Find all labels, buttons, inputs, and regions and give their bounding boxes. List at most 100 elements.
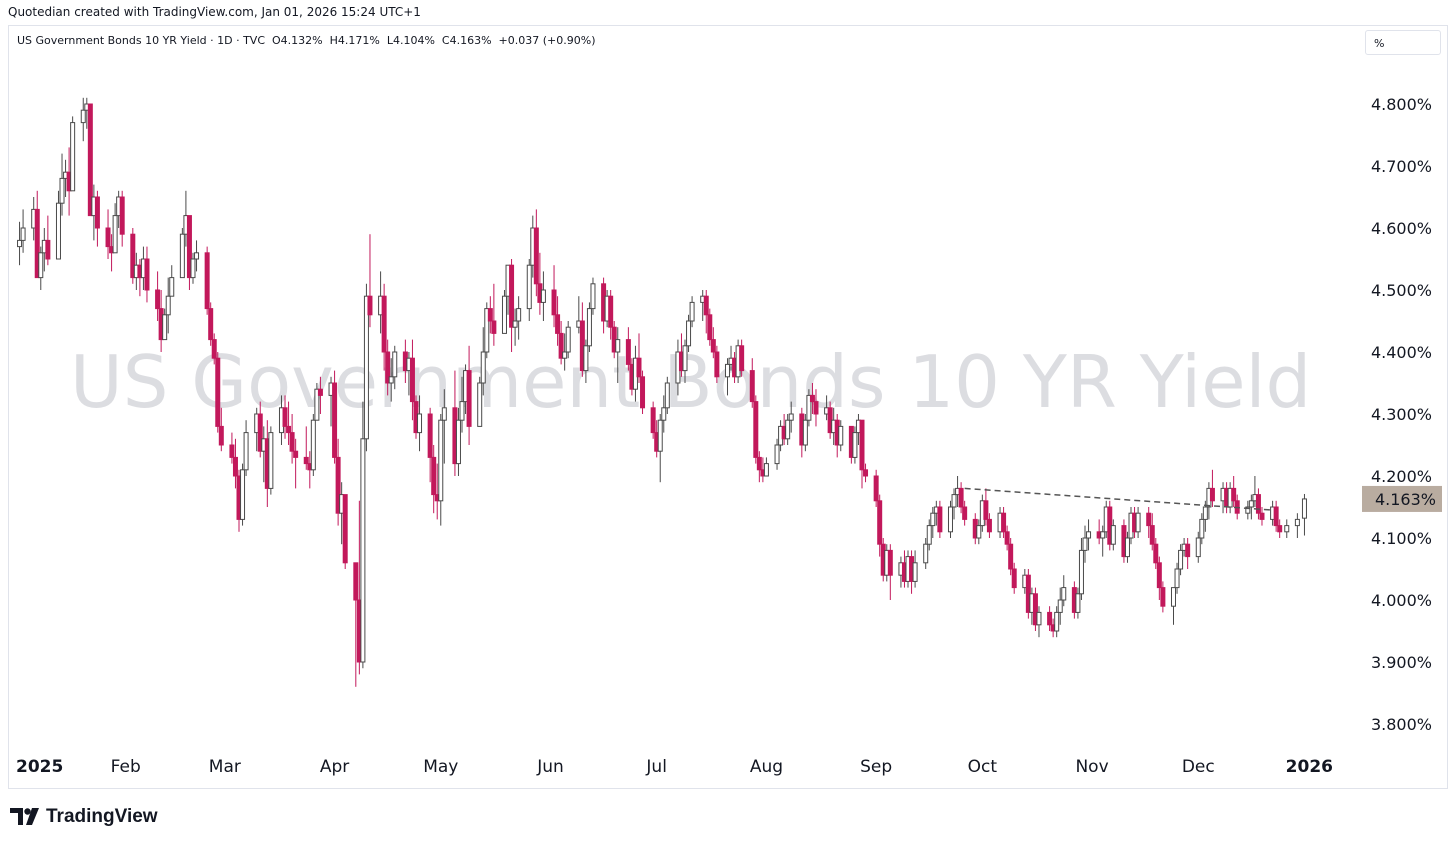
candle-body — [640, 376, 646, 409]
x-tick-label: Sep — [860, 757, 892, 777]
y-tick-label: 4.400% — [1371, 343, 1432, 362]
candle-body — [586, 308, 592, 347]
candle-body — [859, 419, 865, 471]
candle-body — [1110, 525, 1116, 545]
candle-body — [1054, 611, 1060, 632]
candle-body — [1146, 512, 1152, 527]
legend-close: C4.163% — [441, 34, 492, 47]
candle-body — [268, 432, 274, 489]
candle-body — [34, 208, 40, 279]
candle-body — [1124, 537, 1130, 558]
x-tick-label: Jul — [645, 757, 667, 777]
last-price-box — [1362, 485, 1442, 512]
candle-body — [608, 295, 614, 328]
candle-body — [926, 525, 932, 545]
candle-body — [169, 277, 175, 297]
candle-body — [229, 444, 235, 458]
candle-body — [636, 357, 642, 378]
candle-body — [551, 289, 557, 316]
candle-body — [802, 419, 808, 446]
candle-body — [962, 506, 968, 520]
candle-body — [38, 252, 44, 279]
candle-body — [1032, 593, 1038, 626]
candle-body — [887, 549, 893, 576]
scale-unit-button[interactable]: % — [1365, 30, 1441, 55]
x-tick-label: Aug — [750, 757, 783, 777]
candlestick-chart[interactable]: 4.800% 4.700% 4.600% 4.500% 4.400% 4.300% 4.20… — [0, 0, 1456, 800]
candle-body — [1259, 512, 1265, 520]
candle-body — [1008, 543, 1014, 570]
candle-body — [852, 432, 858, 458]
candle-body — [381, 295, 387, 353]
candle-body — [332, 382, 338, 458]
candle-body — [282, 407, 288, 427]
candle-body — [1178, 549, 1184, 570]
candle-body — [1011, 568, 1017, 589]
candle-body — [1301, 498, 1307, 519]
candle-body — [1149, 525, 1155, 545]
candle-body — [625, 339, 631, 365]
candle-body — [208, 308, 214, 341]
candle-body — [590, 283, 596, 310]
candle-body — [218, 425, 224, 446]
candle-body — [215, 357, 221, 427]
y-tick-label: 3.900% — [1371, 653, 1432, 672]
candle-body — [455, 419, 461, 465]
y-tick-label: 3.800% — [1371, 715, 1432, 734]
chart-frame — [8, 25, 1448, 789]
candle-body — [533, 227, 539, 285]
candle-body — [144, 258, 150, 291]
candle-body — [310, 419, 316, 471]
y-tick-label: 4.000% — [1371, 591, 1432, 610]
candle-body — [289, 432, 295, 452]
candle-body — [1277, 525, 1283, 533]
candle-body — [1057, 599, 1063, 613]
x-tick-label: Nov — [1075, 757, 1108, 777]
y-tick-label: 4.600% — [1371, 219, 1432, 238]
candle-body — [1199, 518, 1205, 539]
candle-body — [1086, 531, 1092, 539]
candle-body — [763, 463, 769, 477]
candle-body — [165, 295, 171, 316]
candle-body — [1001, 512, 1007, 533]
candle-body — [1160, 587, 1166, 607]
candle-body — [526, 264, 532, 310]
candle-body — [1036, 611, 1042, 626]
candle-body — [753, 401, 759, 458]
candle-body — [947, 506, 953, 533]
candle-body — [155, 289, 161, 310]
candle-body — [707, 314, 713, 341]
candle-body — [194, 252, 200, 260]
x-tick-label: Dec — [1182, 757, 1215, 777]
candle-body — [70, 122, 76, 192]
candle-body — [20, 227, 26, 241]
candle-body — [1075, 593, 1081, 613]
candle-body — [480, 351, 486, 384]
candle-body — [983, 500, 989, 520]
candle-body — [431, 456, 437, 496]
candle-body — [1248, 500, 1254, 508]
x-tick-label: 2026 — [1286, 757, 1333, 777]
symbol-watermark: US Government Bonds 10 YR Yield — [70, 340, 1312, 424]
candle-body — [923, 543, 929, 564]
candle-body — [756, 456, 762, 471]
candle-body — [1294, 518, 1300, 527]
candle-body — [501, 295, 507, 334]
candle-body — [689, 301, 695, 322]
candle-body — [710, 339, 716, 353]
candle-body — [119, 196, 125, 235]
candle-body — [459, 401, 465, 421]
candle-body — [877, 500, 883, 545]
candle-body — [385, 351, 391, 384]
candle-body — [87, 103, 93, 217]
y-tick-label: 4.800% — [1371, 95, 1432, 114]
candle-body — [1231, 487, 1237, 502]
candle-body — [912, 562, 918, 582]
candle-body — [664, 382, 670, 409]
candle-body — [615, 339, 621, 353]
candle-body — [45, 239, 51, 260]
candle-body — [59, 177, 65, 204]
candle-body — [360, 438, 366, 663]
candle-body — [838, 425, 844, 446]
candle-body — [484, 308, 490, 353]
